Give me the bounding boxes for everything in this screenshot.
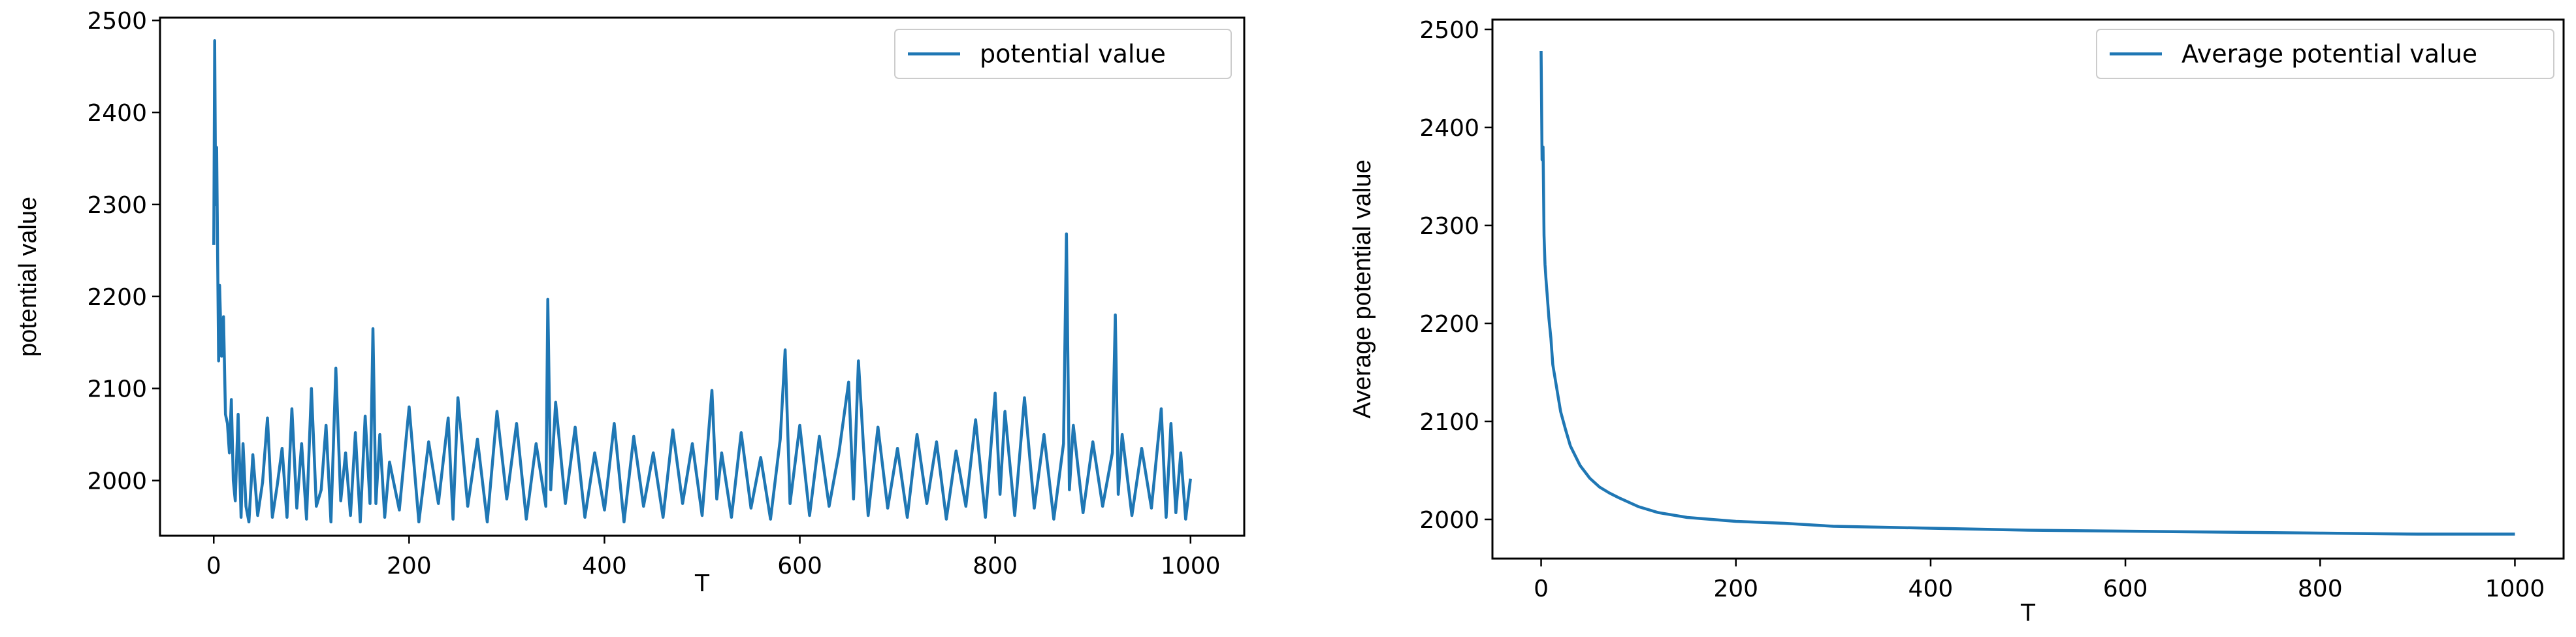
y-tick-label: 2400 (1419, 115, 1479, 142)
legend: potential value (894, 29, 1232, 79)
x-axis-label: T (2020, 600, 2036, 627)
x-tick-label: 400 (582, 553, 627, 580)
y-tick-label: 2300 (87, 192, 147, 219)
y-tick-label: 2000 (1419, 507, 1479, 534)
x-tick-label: 200 (387, 553, 432, 580)
legend-box (894, 29, 1232, 79)
y-tick-label: 2400 (87, 100, 147, 127)
y-tick-label: 2200 (1419, 311, 1479, 338)
right-chart-panel: 0 200 400 600 800 1000 2000 2100 2200 2300 2400 250… (1349, 17, 2565, 627)
legend-box (2096, 29, 2554, 79)
y-tick-label: 2500 (87, 8, 147, 35)
legend-label: potential value (980, 40, 1166, 69)
series-line-average-potential-value (1539, 50, 2515, 536)
x-axis-label: T (694, 570, 710, 597)
y-tick-label: 2100 (1419, 409, 1479, 436)
series-line-potential-value (212, 39, 1192, 524)
y-axis-label: potential value (14, 197, 42, 357)
x-tick-label: 400 (1908, 576, 1954, 602)
y-axis-label: Average potential value (1349, 159, 1376, 418)
x-tick-label: 0 (206, 553, 221, 580)
x-tick-label: 800 (973, 553, 1018, 580)
y-tick-label: 2200 (87, 284, 147, 311)
y-tick-label: 2300 (1419, 213, 1479, 240)
x-tick-label: 1000 (2485, 576, 2545, 602)
x-tick-label: 0 (1534, 576, 1549, 602)
x-tick-label: 200 (1713, 576, 1758, 602)
plot-frame (159, 16, 1246, 537)
legend-label: Average potential value (2182, 40, 2477, 69)
plot-frame (1491, 18, 2565, 560)
x-tick-label: 800 (2298, 576, 2343, 602)
y-tick-label: 2000 (87, 468, 147, 495)
legend: Average potential value (2096, 29, 2554, 79)
x-tick-label: 1000 (1161, 553, 1221, 580)
x-tick-label: 600 (777, 553, 822, 580)
y-tick-label: 2500 (1419, 17, 1479, 44)
left-chart-panel: 0 200 400 600 800 1000 2000 2100 2200 2300 2400 250… (14, 8, 1246, 597)
y-tick-label: 2100 (87, 376, 147, 403)
x-tick-label: 600 (2103, 576, 2148, 602)
